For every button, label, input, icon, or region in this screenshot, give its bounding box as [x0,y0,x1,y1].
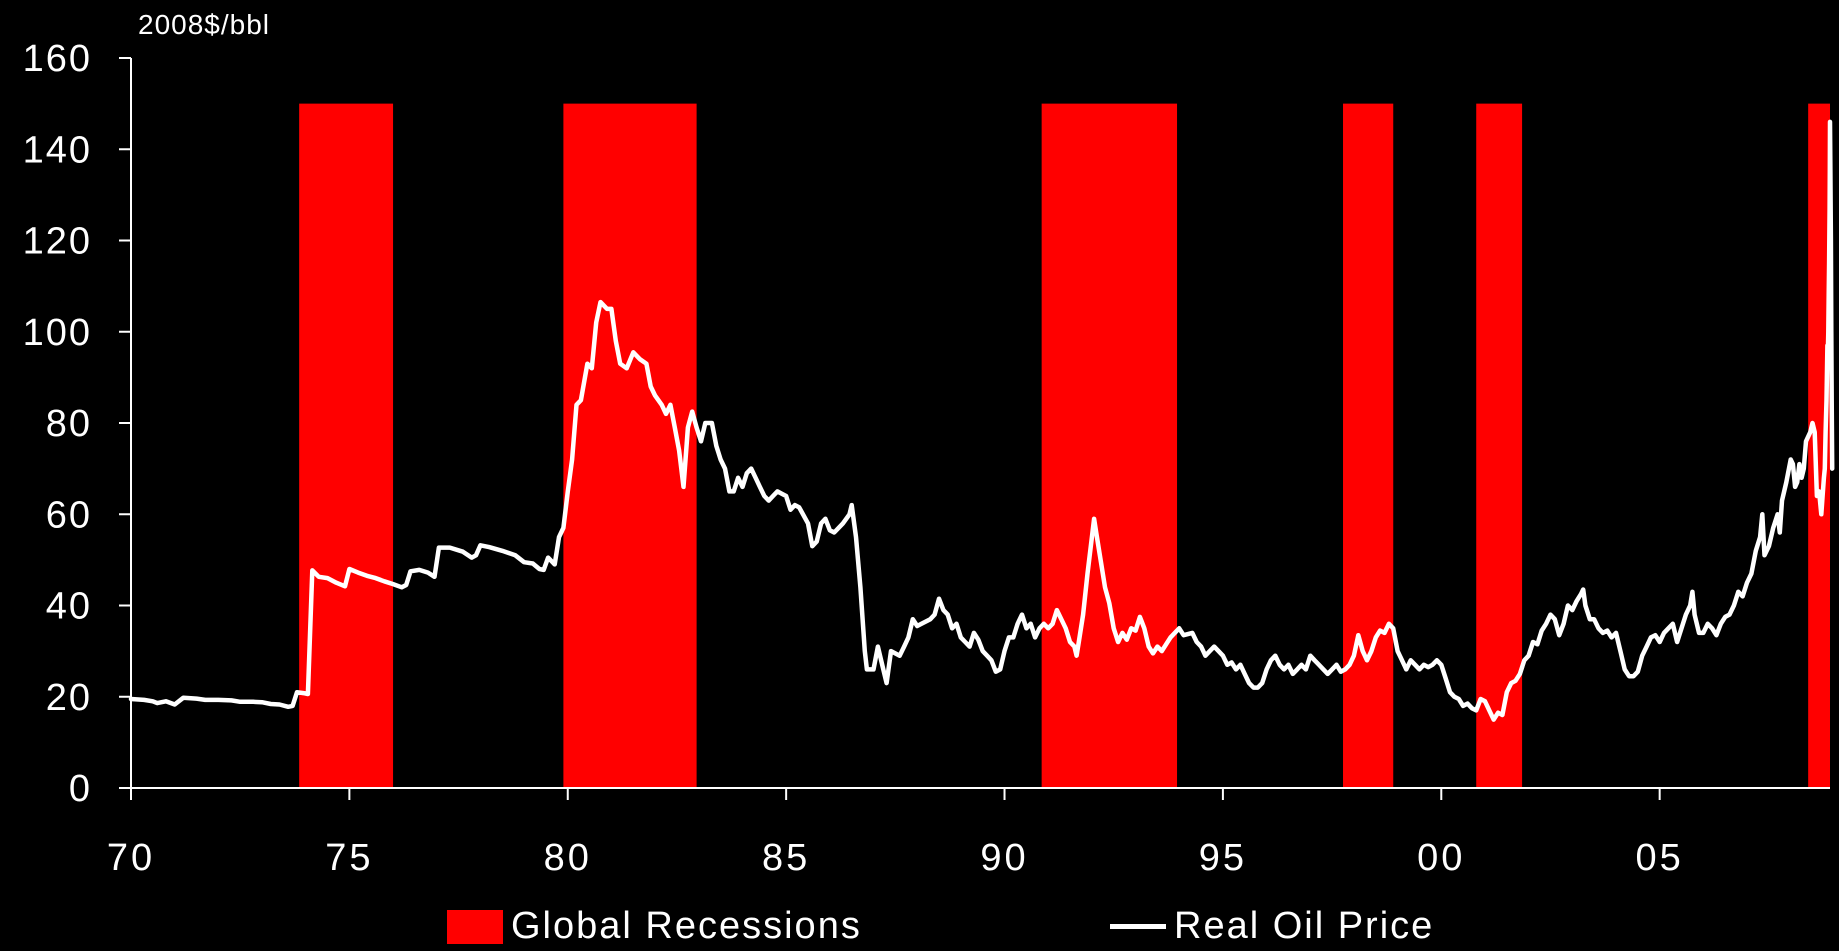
recession-band-0 [299,103,394,788]
x-tick-label: 80 [544,837,592,879]
x-tick-label: 70 [107,837,155,879]
x-tick-label: 05 [1636,837,1684,879]
y-tick-label: 140 [23,129,92,171]
y-tick-label: 40 [46,586,92,628]
x-tick-label: 90 [980,837,1028,879]
recession-band-2 [1041,103,1178,788]
axes: 0 20 40 60 80 100 120 140 160 70 75 80 85 90 95 00 05 [23,38,1830,879]
legend-swatch-recessions [447,909,503,944]
y-tick-label: 160 [23,38,92,80]
series-lines [128,119,1835,722]
legend-swatch-oil-price [1110,924,1166,929]
y-axis-unit-label: 2008$/bbl [138,9,270,40]
legend-label-recessions: Global Recessions [511,905,862,947]
recession-band-3 [1343,103,1394,788]
x-tick-label: 00 [1417,837,1465,879]
legend: Global Recessions Real Oil Price [0,905,1839,951]
recession-band-1 [563,103,697,788]
y-tick-label: 100 [23,312,92,354]
y-tick-label: 120 [23,221,92,263]
recession-band-5 [1808,103,1830,788]
y-tick-label: 60 [46,494,92,536]
x-tick-label: 85 [762,837,810,879]
x-tick-label: 75 [325,837,373,879]
recession-bands [299,103,1830,788]
legend-item-oil-price: Real Oil Price [1110,905,1434,948]
y-tick-label: 80 [46,403,92,445]
legend-item-recessions: Global Recessions [447,905,862,948]
recession-band-4 [1476,103,1523,788]
x-tick-label: 95 [1199,837,1247,879]
y-tick-label: 0 [69,768,92,810]
legend-label-oil-price: Real Oil Price [1174,905,1435,947]
y-tick-label: 20 [46,677,92,719]
series-line-real-oil-price [128,119,1835,722]
